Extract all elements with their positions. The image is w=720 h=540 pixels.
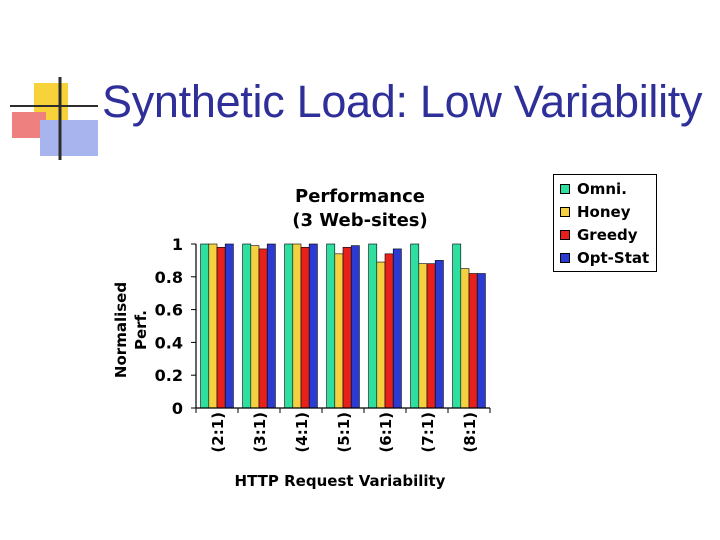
legend-swatch-greedy	[560, 229, 570, 240]
bar-series-group	[200, 243, 486, 409]
bar-honey-8-1	[460, 268, 470, 409]
bar-opt-stat-3-1	[266, 243, 276, 409]
legend-swatch-honey	[560, 206, 570, 217]
y-tick-label: 1	[172, 235, 183, 254]
bar-omni-3-1	[242, 243, 252, 409]
legend-label-opt-stat: Opt-Stat	[577, 248, 650, 267]
bar-honey-4-1	[292, 243, 302, 409]
legend-item-opt-stat: Opt-Stat	[560, 246, 656, 269]
bar-greedy-7-1	[426, 263, 436, 409]
bar-omni-6-1	[368, 243, 378, 409]
bar-greedy-8-1	[468, 273, 478, 409]
legend-label-honey: Honey	[577, 202, 631, 221]
legend-label-omni: Omni.	[577, 179, 627, 198]
bar-opt-stat-5-1	[350, 245, 360, 409]
x-tick-label-4-1: (4:1)	[293, 412, 311, 453]
slide-title: Synthetic Load: Low Variability	[102, 76, 703, 127]
bar-greedy-5-1	[342, 246, 352, 409]
bar-honey-5-1	[334, 253, 344, 409]
y-axis-label-line-2: Perf.	[132, 310, 150, 350]
x-tick-label-2-1: (2:1)	[209, 412, 227, 453]
bar-omni-2-1	[200, 243, 210, 409]
bar-greedy-6-1	[384, 253, 394, 409]
chart-legend: Omni. Honey Greedy Opt-Stat	[553, 174, 657, 272]
legend-swatch-opt-stat	[560, 252, 570, 263]
y-tick-label: 0.2	[155, 366, 183, 385]
bar-opt-stat-4-1	[308, 243, 318, 409]
bar-omni-5-1	[326, 243, 336, 409]
chart-title-line-1: Performance	[295, 186, 425, 207]
bar-opt-stat-6-1	[392, 248, 402, 409]
legend-item-greedy: Greedy	[560, 223, 656, 246]
x-axis-label: HTTP Request Variability	[235, 472, 446, 490]
legend-swatch-omni	[560, 183, 570, 194]
y-tick-label: 0.8	[155, 268, 183, 287]
chart-title-line-2: (3 Web-sites)	[292, 210, 428, 231]
legend-item-honey: Honey	[560, 200, 656, 223]
bar-honey-3-1	[250, 245, 260, 409]
bar-honey-2-1	[208, 243, 218, 409]
y-axis-label-line-1: Normalised	[112, 282, 130, 378]
legend-label-greedy: Greedy	[577, 225, 638, 244]
x-tick-label-7-1: (7:1)	[419, 412, 437, 453]
x-tick-label-3-1: (3:1)	[251, 412, 269, 453]
y-tick-label: 0.6	[155, 301, 183, 320]
x-tick-label-5-1: (5:1)	[335, 412, 353, 453]
bar-opt-stat-8-1	[476, 273, 486, 409]
legend-item-omni: Omni.	[560, 177, 656, 200]
bar-greedy-3-1	[258, 248, 268, 409]
x-tick-label-8-1: (8:1)	[461, 412, 479, 453]
bar-omni-4-1	[284, 243, 294, 409]
y-tick-label: 0.4	[155, 333, 183, 352]
bar-honey-7-1	[418, 263, 428, 409]
bar-opt-stat-2-1	[224, 243, 234, 409]
x-tick-label-6-1: (6:1)	[377, 412, 395, 453]
y-tick-label: 0	[172, 399, 183, 418]
bar-omni-8-1	[452, 243, 462, 409]
bar-greedy-2-1	[216, 246, 226, 409]
logo-blue-block	[40, 120, 98, 156]
bar-omni-7-1	[410, 243, 420, 409]
slide-logo	[10, 77, 98, 160]
bar-opt-stat-7-1	[434, 260, 444, 409]
axes: 0 0.2 0.4 0.6 0.8 1 (2:1) (3:1) (4:1) (5:1) (6:1) (…	[155, 235, 491, 453]
bar-honey-6-1	[376, 261, 386, 409]
bar-greedy-4-1	[300, 246, 310, 409]
